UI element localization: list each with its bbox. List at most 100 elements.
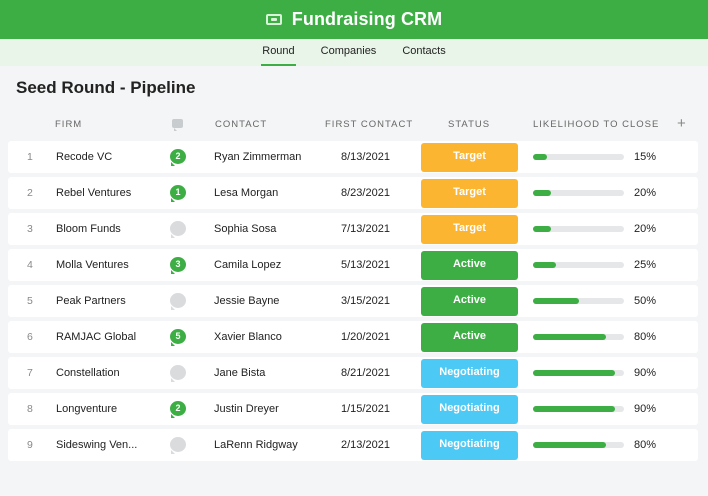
row-index: 8 (27, 403, 33, 415)
tab-round[interactable]: Round (261, 39, 296, 66)
tab-contacts[interactable]: Contacts (402, 45, 446, 57)
money-bill-icon (265, 14, 282, 25)
row-index: 6 (27, 331, 33, 343)
firm-name[interactable]: Molla Ventures (56, 259, 129, 271)
first-contact-date[interactable]: 7/13/2021 (341, 223, 390, 235)
likelihood-percent[interactable]: 15% (634, 151, 657, 163)
first-contact-date[interactable]: 5/13/2021 (341, 259, 390, 271)
likelihood-bar-fill (533, 190, 552, 196)
likelihood-percent[interactable]: 90% (634, 367, 657, 379)
likelihood-bar-fill (533, 406, 615, 412)
table-row[interactable]: 3 Bloom Funds Sophia Sosa 7/13/2021 Target 20… (8, 213, 698, 245)
contact-name[interactable]: Xavier Blanco (214, 331, 282, 343)
column-header-likelihood[interactable]: LIKELIHOOD TO CLOSE (533, 119, 660, 130)
likelihood-bar (533, 334, 624, 340)
firm-name[interactable]: RAMJAC Global (56, 331, 137, 343)
tab-companies[interactable]: Companies (320, 45, 377, 57)
comment-count-icon[interactable] (170, 437, 186, 454)
status-badge[interactable]: Negotiating (421, 431, 518, 460)
first-contact-date[interactable]: 3/15/2021 (341, 295, 390, 307)
likelihood-percent[interactable]: 25% (634, 259, 657, 271)
likelihood-percent[interactable]: 20% (634, 223, 657, 235)
status-badge[interactable]: Target (421, 179, 518, 208)
likelihood-percent[interactable]: 90% (634, 403, 657, 415)
pipeline-view: Seed Round - Pipeline FIRM CONTACT FIRST… (0, 66, 708, 496)
comment-count-icon[interactable] (170, 293, 186, 310)
first-contact-date[interactable]: 8/23/2021 (341, 187, 390, 199)
table-row[interactable]: 8 Longventure 2 Justin Dreyer 1/15/2021 Negot… (8, 393, 698, 425)
table-row[interactable]: 1 Recode VC 2 Ryan Zimmerman 8/13/2021 Target… (8, 141, 698, 173)
status-badge[interactable]: Target (421, 215, 518, 244)
contact-name[interactable]: LaRenn Ridgway (214, 439, 298, 451)
column-header-first-contact[interactable]: FIRST CONTACT (325, 119, 414, 130)
contact-name[interactable]: Camila Lopez (214, 259, 282, 271)
likelihood-percent[interactable]: 80% (634, 439, 657, 451)
firm-name[interactable]: Bloom Funds (56, 223, 121, 235)
firm-name[interactable]: Rebel Ventures (56, 187, 132, 199)
table-row[interactable]: 2 Rebel Ventures 1 Lesa Morgan 8/23/2021 Targ… (8, 177, 698, 209)
firm-name[interactable]: Peak Partners (56, 295, 126, 307)
likelihood-bar (533, 442, 624, 448)
likelihood-bar (533, 262, 624, 268)
firm-name[interactable]: Recode VC (56, 151, 113, 163)
table-row[interactable]: 4 Molla Ventures 3 Camila Lopez 5/13/2021 Act… (8, 249, 698, 281)
firm-name[interactable]: Constellation (56, 367, 120, 379)
contact-name[interactable]: Jessie Bayne (214, 295, 280, 307)
firm-name[interactable]: Sideswing Ven... (56, 439, 138, 451)
column-header-firm[interactable]: FIRM (55, 119, 83, 130)
table-header (0, 107, 708, 139)
comment-count-icon[interactable] (170, 365, 186, 382)
table-row[interactable]: 7 Constellation Jane Bista 8/21/2021 Negotia… (8, 357, 698, 389)
first-contact-date[interactable]: 8/13/2021 (341, 151, 390, 163)
likelihood-bar-fill (533, 442, 606, 448)
likelihood-bar (533, 154, 624, 160)
table-row[interactable]: 6 RAMJAC Global 5 Xavier Blanco 1/20/2021 Act… (8, 321, 698, 353)
table-row[interactable]: 9 Sideswing Ven... LaRenn Ridgway 2/13/2021… (8, 429, 698, 461)
first-contact-date[interactable]: 2/13/2021 (341, 439, 390, 451)
first-contact-date[interactable]: 8/21/2021 (341, 367, 390, 379)
row-index: 4 (27, 259, 33, 271)
likelihood-bar (533, 406, 624, 412)
contact-name[interactable]: Jane Bista (214, 367, 266, 379)
comment-count-icon[interactable]: 1 (170, 185, 186, 202)
firm-name[interactable]: Longventure (56, 403, 118, 415)
comment-count-icon[interactable]: 3 (170, 257, 186, 274)
first-contact-date[interactable]: 1/15/2021 (341, 403, 390, 415)
comment-icon (172, 119, 183, 131)
likelihood-bar (533, 190, 624, 196)
row-index: 7 (27, 367, 33, 379)
app-title: Fundraising CRM (291, 9, 443, 29)
likelihood-percent[interactable]: 50% (634, 295, 657, 307)
comment-count-icon[interactable] (170, 221, 186, 238)
likelihood-percent[interactable]: 80% (634, 331, 657, 343)
column-header-contact[interactable]: CONTACT (215, 119, 268, 130)
contact-name[interactable]: Sophia Sosa (214, 223, 277, 235)
likelihood-bar-fill (533, 334, 606, 340)
status-badge[interactable]: Active (421, 287, 518, 316)
comment-count-icon[interactable]: 5 (170, 329, 186, 346)
contact-name[interactable]: Ryan Zimmerman (214, 151, 302, 163)
likelihood-percent[interactable]: 20% (634, 187, 657, 199)
comment-count-icon[interactable]: 2 (170, 401, 186, 418)
status-badge[interactable]: Target (421, 143, 518, 172)
add-column-button[interactable]: + (677, 115, 686, 132)
contact-name[interactable]: Justin Dreyer (214, 403, 279, 415)
likelihood-bar-fill (533, 298, 579, 304)
page-title: Seed Round - Pipeline (16, 78, 196, 97)
tab-bar: Round Companies Contacts (0, 39, 708, 66)
status-badge[interactable]: Negotiating (421, 359, 518, 388)
first-contact-date[interactable]: 1/20/2021 (341, 331, 390, 343)
table-row[interactable]: 5 Peak Partners Jessie Bayne 3/15/2021 Activ… (8, 285, 698, 317)
contact-name[interactable]: Lesa Morgan (214, 187, 279, 199)
status-badge[interactable]: Active (421, 323, 518, 352)
status-badge[interactable]: Active (421, 251, 518, 280)
likelihood-bar-fill (533, 370, 615, 376)
comment-count-icon[interactable]: 2 (170, 149, 186, 166)
row-index: 1 (27, 151, 33, 163)
row-index: 2 (27, 187, 33, 199)
app-header: Fundraising CRM (0, 0, 708, 39)
column-header-status[interactable]: STATUS (448, 119, 491, 130)
row-index: 5 (27, 295, 33, 307)
likelihood-bar-fill (533, 262, 556, 268)
status-badge[interactable]: Negotiating (421, 395, 518, 424)
